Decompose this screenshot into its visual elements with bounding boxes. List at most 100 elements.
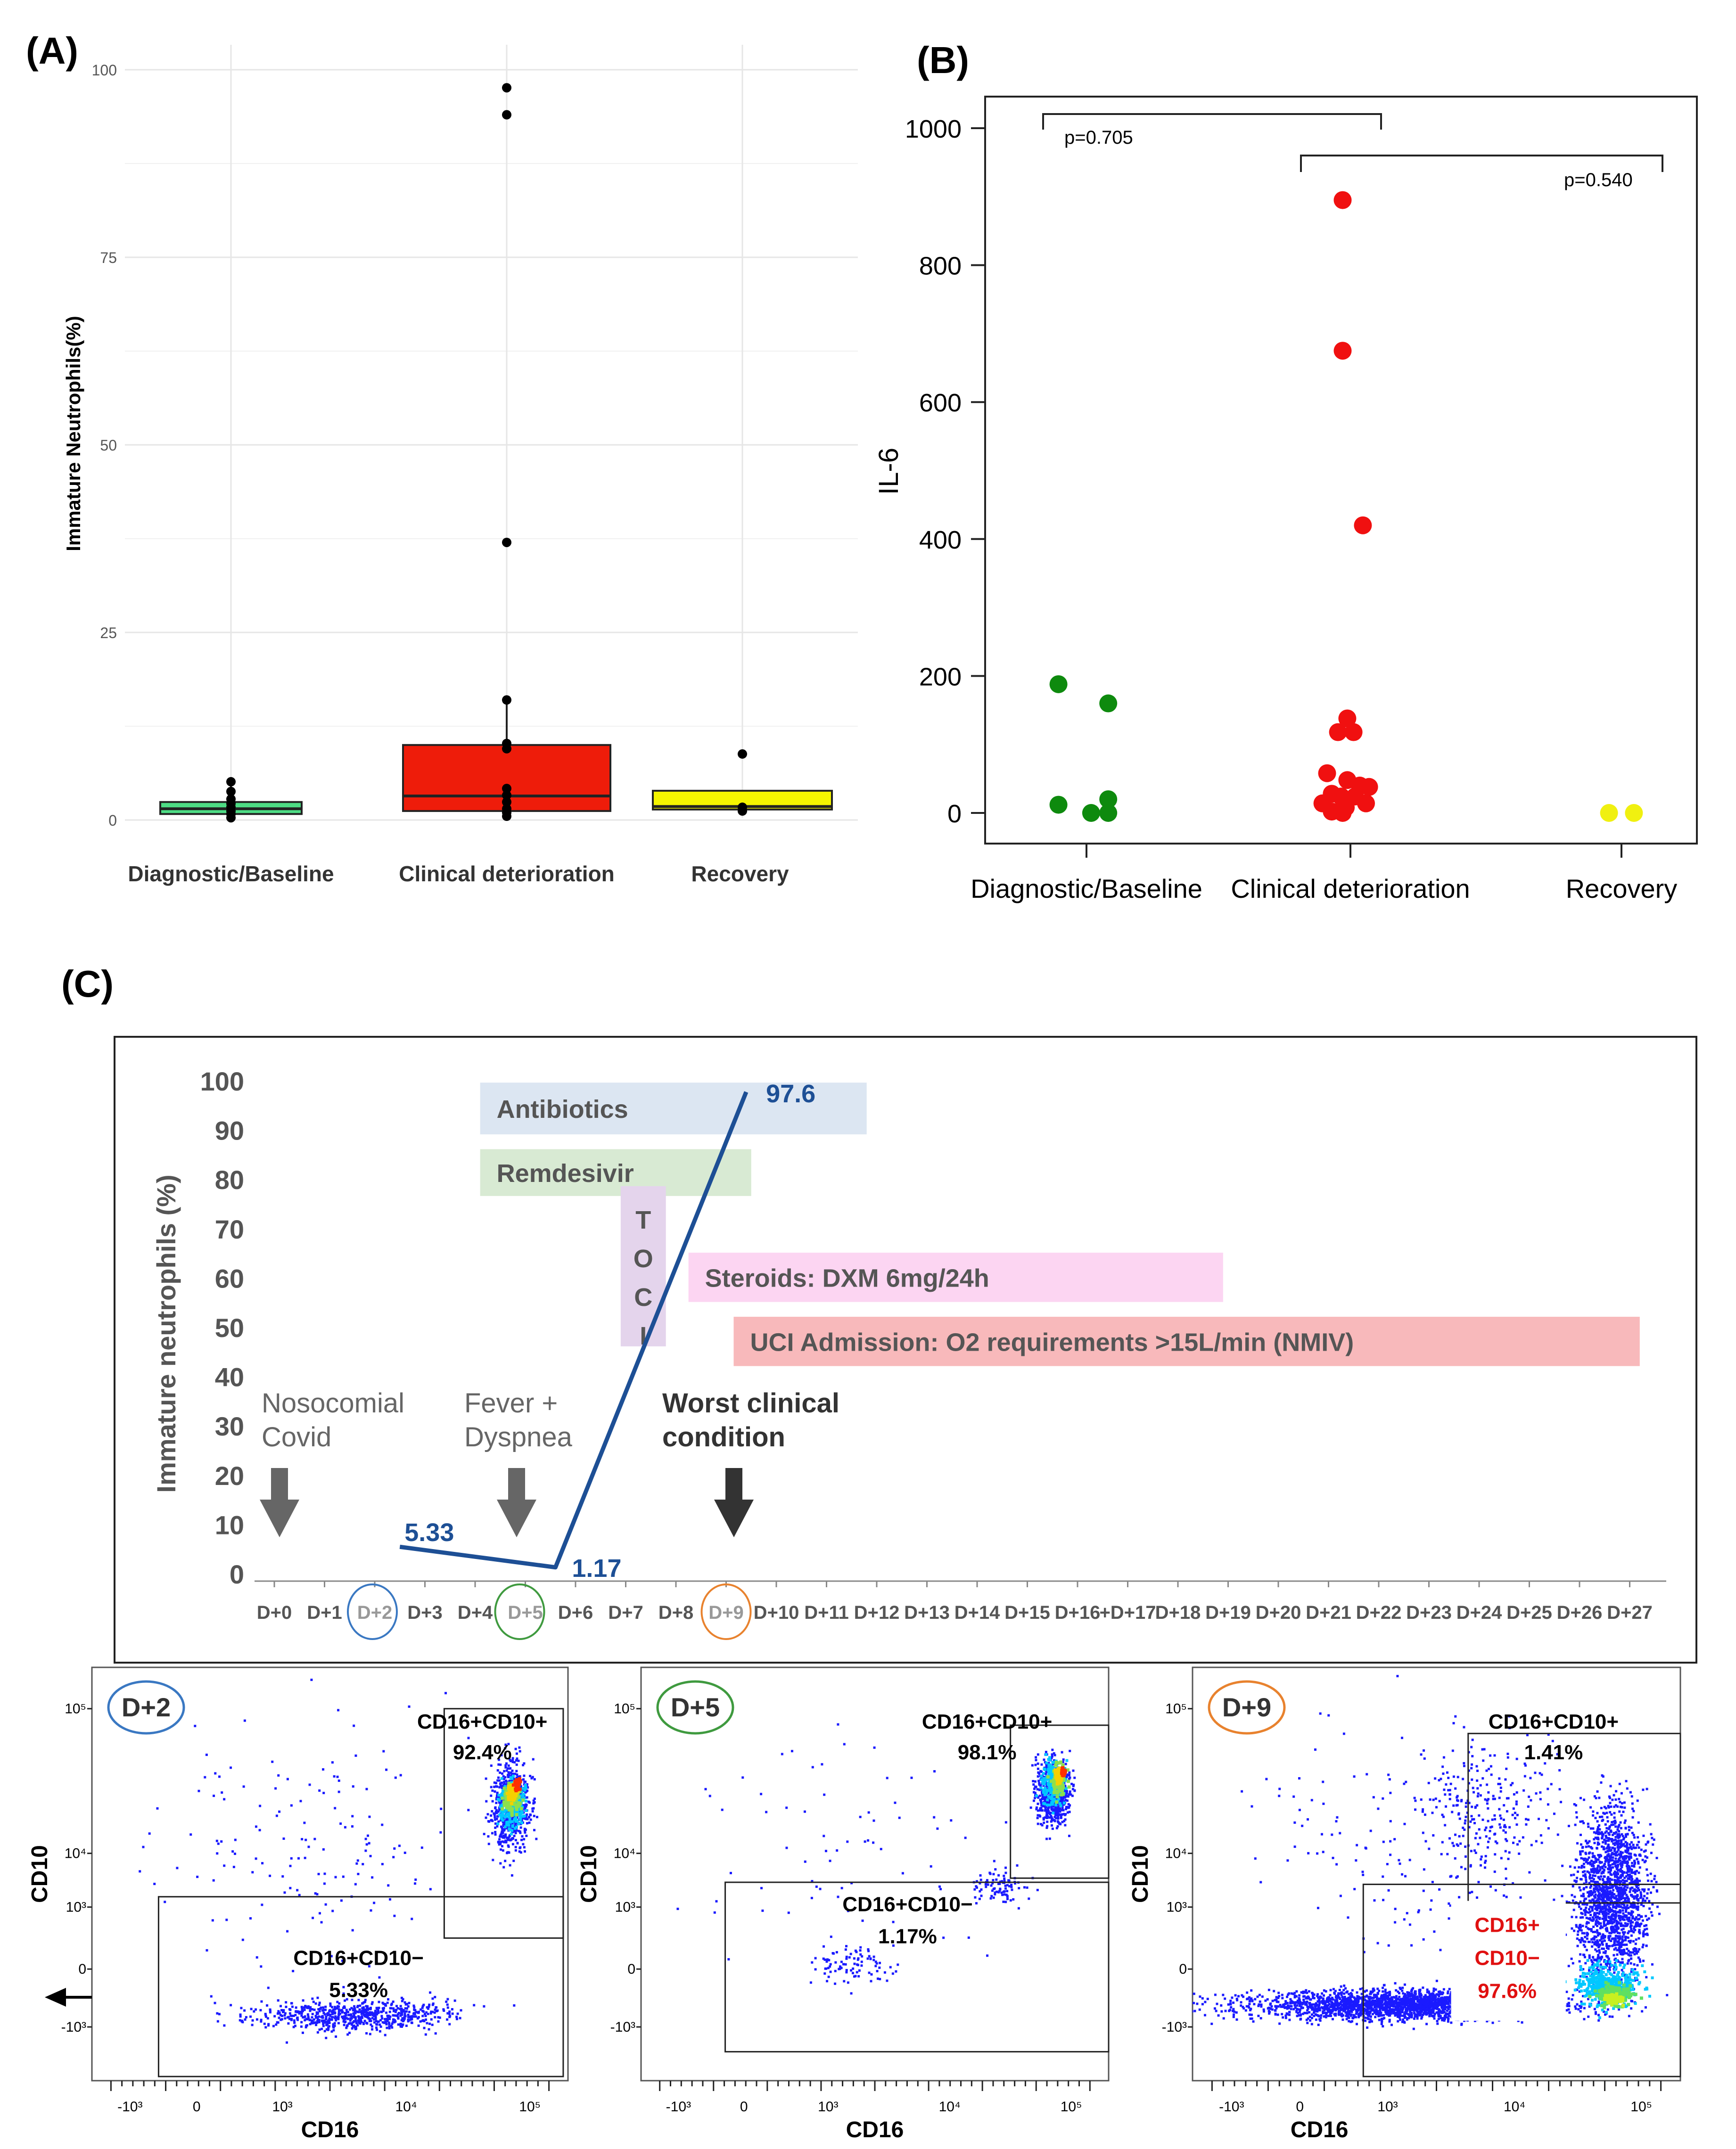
flow-event xyxy=(1364,2004,1367,2007)
flow-event xyxy=(507,1787,510,1791)
event-arrow-head xyxy=(714,1500,754,1537)
flow-event xyxy=(501,1828,504,1831)
day-circle-marker xyxy=(700,1583,752,1640)
flow-event xyxy=(290,1804,293,1807)
flow-event xyxy=(353,2014,355,2017)
flow-event xyxy=(504,1766,507,1769)
flow-event xyxy=(1515,1823,1518,1826)
flow-event xyxy=(1380,1999,1382,2002)
flow-event xyxy=(1297,2011,1300,2014)
flow-event xyxy=(206,1949,208,1952)
flow-event xyxy=(1422,1831,1424,1834)
flow-event xyxy=(1042,1796,1045,1799)
flow-event xyxy=(1052,1780,1055,1783)
flow-event xyxy=(1058,1766,1061,1770)
flow-event xyxy=(197,1789,200,1792)
flow-event xyxy=(261,1903,263,1906)
flow-event xyxy=(509,1791,512,1795)
flow-event xyxy=(510,1832,513,1836)
flow-event xyxy=(1281,2013,1283,2016)
flow-event xyxy=(1488,1837,1491,1840)
flow-event xyxy=(1039,1770,1042,1772)
flow-event xyxy=(446,2012,449,2015)
flow-event xyxy=(502,1831,504,1834)
data-point xyxy=(502,738,511,748)
flow-event xyxy=(316,2021,319,2024)
flow-event xyxy=(979,1890,981,1893)
flow-event xyxy=(1048,1784,1051,1788)
flow-event xyxy=(1307,1818,1309,1821)
flow-event xyxy=(511,1793,515,1797)
flow-event xyxy=(515,1776,518,1779)
flow-event xyxy=(322,2022,325,2025)
flow-event xyxy=(153,1883,156,1886)
gate-pos xyxy=(1010,1724,1110,1879)
flow-event xyxy=(1009,1899,1012,1902)
flow-event xyxy=(438,2016,441,2019)
flow-event xyxy=(428,2005,430,2008)
flow-event xyxy=(387,1998,390,2001)
flow-event xyxy=(363,2001,366,2003)
flow-event xyxy=(1038,1788,1041,1791)
flow-event xyxy=(1032,1783,1035,1786)
flow-event xyxy=(333,1775,336,1778)
flow-event xyxy=(878,1966,881,1969)
flow-event xyxy=(434,2032,437,2035)
flow-event xyxy=(1215,2010,1218,2012)
flow-event xyxy=(1343,1984,1346,1987)
flow-event xyxy=(356,1859,359,1862)
flow-event xyxy=(1048,1801,1051,1804)
gate-value: 1.17% xyxy=(878,1925,937,1948)
flow-event xyxy=(519,1812,522,1815)
flow-event xyxy=(1467,1782,1470,1785)
flow-event xyxy=(1413,1796,1416,1799)
flow-event xyxy=(883,1971,886,1974)
flow-event xyxy=(1389,1854,1392,1856)
flow-event xyxy=(844,1963,847,1966)
flow-event xyxy=(500,1777,503,1780)
flow-event xyxy=(384,2003,387,2006)
flow-event xyxy=(1396,1675,1399,1678)
flow-event xyxy=(1406,1991,1409,1994)
flow-event xyxy=(1039,1798,1042,1801)
flow-event xyxy=(1042,1791,1045,1794)
flow-event xyxy=(328,2010,331,2012)
flow-event xyxy=(497,1776,500,1779)
flow-event xyxy=(343,2018,346,2021)
flow-event xyxy=(432,2002,435,2005)
flow-event xyxy=(838,1968,840,1970)
flow-event xyxy=(233,1853,236,1855)
flow-event xyxy=(1057,1817,1060,1820)
flow-event xyxy=(284,2012,287,2015)
flow-event xyxy=(303,2009,306,2011)
flow-event xyxy=(1294,2006,1297,2009)
flow-event xyxy=(1389,1820,1392,1822)
flow-event xyxy=(386,2019,388,2022)
flow-event xyxy=(513,1761,516,1763)
flow-event xyxy=(429,2012,432,2015)
gate-pos xyxy=(443,1708,564,1939)
flow-event xyxy=(331,2006,334,2009)
flow-event xyxy=(509,1864,511,1867)
flow-event xyxy=(371,2017,374,2019)
flow-event xyxy=(1054,1814,1057,1817)
data-point xyxy=(1333,804,1352,822)
flow-event xyxy=(1043,1777,1046,1780)
flow-event xyxy=(1045,1789,1048,1793)
flow-event xyxy=(1494,1840,1497,1843)
flow-event xyxy=(1050,1816,1053,1819)
flow-event xyxy=(1061,1773,1064,1777)
flow-event xyxy=(308,1783,311,1786)
flow-event xyxy=(223,1864,226,1867)
flow-event xyxy=(1042,1817,1045,1820)
flow-event xyxy=(344,1826,346,1829)
flow-event xyxy=(413,2015,416,2018)
flow-event xyxy=(985,1886,987,1888)
flow-event xyxy=(1481,1777,1484,1780)
flow-event xyxy=(500,1793,503,1796)
flow-event xyxy=(366,2016,369,2018)
flow-event xyxy=(347,2022,350,2025)
flow-event xyxy=(713,1911,716,1914)
flow-event xyxy=(486,1813,489,1816)
flow-event xyxy=(1053,1788,1057,1792)
